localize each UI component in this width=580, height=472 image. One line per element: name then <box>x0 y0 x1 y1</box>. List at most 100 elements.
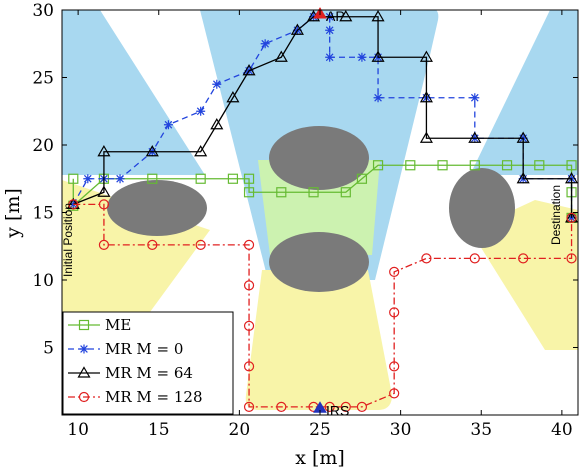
series-0-point-7 <box>243 187 255 198</box>
x-tick-label-1: 15 <box>148 420 170 440</box>
series-3-point-13 <box>340 401 351 412</box>
legend-label-2: MR M = 64 <box>105 364 193 382</box>
series-3-point-16 <box>389 361 400 372</box>
series-3-point-22 <box>566 253 577 264</box>
series-3-point-12 <box>324 401 335 412</box>
series-0-point-10 <box>340 187 351 198</box>
series-1-point-3 <box>115 174 125 184</box>
series-3-point-2 <box>98 239 110 250</box>
y-tick-label-3: 20 <box>32 136 54 156</box>
series-0-point-15 <box>469 160 480 171</box>
series-1-point-5 <box>163 120 173 130</box>
y-tick-label-5: 30 <box>32 1 54 21</box>
legend-label-1: MR M = 0 <box>105 340 183 358</box>
series-1-point-14 <box>325 52 335 62</box>
obstacle-center-bottom <box>269 232 369 292</box>
y-tick-label-2: 15 <box>32 204 54 224</box>
series-line-0 <box>72 164 573 218</box>
marker-0-label: AP <box>326 8 345 24</box>
series-2-point-5 <box>210 118 224 130</box>
annotation-1: Destination <box>549 185 563 245</box>
series-1-point-17 <box>373 93 383 103</box>
series-2-point-9 <box>290 23 304 35</box>
series-2-point-19 <box>516 172 530 184</box>
coverage-regions <box>62 10 578 410</box>
series-2-point-18 <box>516 131 530 143</box>
series-2-point-2 <box>97 145 111 157</box>
series-3-point-5 <box>243 239 255 250</box>
series-3-point-21 <box>518 253 529 264</box>
series-2-point-15 <box>419 91 433 103</box>
series-3-point-18 <box>389 266 400 277</box>
series-0-point-4 <box>195 173 206 184</box>
legend-label-3: MR M = 128 <box>105 388 203 406</box>
y-tick-label-1: 10 <box>32 271 54 291</box>
ticks-layer: 10 15 20 25 30 35 40 5 10 15 20 25 30 <box>32 1 578 440</box>
obstacle-left <box>107 180 207 236</box>
series-0-point-0 <box>68 173 79 184</box>
series-3-point-10 <box>276 401 287 412</box>
series-3-point-15 <box>389 388 400 399</box>
series-line-2 <box>73 16 573 218</box>
legend-marker-2 <box>77 366 91 378</box>
series-0-point-18 <box>566 160 577 171</box>
annotation-0: Initial Position <box>61 203 75 277</box>
series-0-point-5 <box>227 173 239 184</box>
x-tick-label-0: 10 <box>67 420 89 440</box>
y-tick-label-4: 25 <box>32 69 54 89</box>
series-3-point-17 <box>389 307 400 318</box>
coverage-yellow-bottom <box>245 270 392 410</box>
series-0-point-17 <box>534 160 545 171</box>
x-tick-label-4: 30 <box>390 420 412 440</box>
series-2-point-8 <box>274 50 288 62</box>
x-tick-label-3: 25 <box>309 420 331 440</box>
coverage-blue-right <box>470 10 578 175</box>
series-0-point-13 <box>405 160 416 171</box>
series-3-point-3 <box>147 239 158 250</box>
series-0-point-11 <box>356 173 368 184</box>
marker-layer: AP IRS Initial Position Destination <box>61 7 563 418</box>
series-0-point-16 <box>501 160 513 171</box>
series-0-point-9 <box>308 187 319 198</box>
x-tick-label-5: 35 <box>470 420 492 440</box>
series-0-point-14 <box>437 160 448 171</box>
coverage-blue-left <box>62 10 205 175</box>
series-2-point-7 <box>242 64 256 76</box>
y-axis-label: y [m] <box>2 188 24 239</box>
series-2 <box>66 10 578 223</box>
series-1-point-1 <box>83 174 93 184</box>
series-2-point-16 <box>419 131 433 143</box>
obstacle-right <box>449 168 515 248</box>
series-0-point-6 <box>243 173 255 184</box>
series-2-point-1 <box>97 185 111 197</box>
series-3-point-4 <box>195 239 206 250</box>
series-2-point-3 <box>145 145 159 157</box>
x-axis-label: x [m] <box>295 447 345 469</box>
series-3-point-23 <box>566 212 577 223</box>
marker-1-label: IRS <box>326 402 349 418</box>
x-tick-label-2: 20 <box>229 420 251 440</box>
series-1-point-9 <box>260 39 270 49</box>
coverage-green-center <box>258 160 380 255</box>
legend-box <box>62 311 234 415</box>
y-tick-label-0: 5 <box>43 339 54 359</box>
series-0-point-8 <box>276 187 287 198</box>
series-3-point-7 <box>243 320 255 331</box>
series-0-point-3 <box>147 173 158 184</box>
series-3-point-1 <box>98 199 110 210</box>
series-3-point-20 <box>469 253 480 264</box>
obstacle-center-top <box>269 126 369 190</box>
series-2-point-17 <box>468 131 482 143</box>
series-3-point-19 <box>421 253 432 264</box>
series-1-point-6 <box>196 106 206 116</box>
series-2-point-14 <box>419 50 433 62</box>
coverage-yellow-left <box>62 180 210 312</box>
legend-marker-1 <box>79 344 89 354</box>
x-tick-label-6: 40 <box>551 420 573 440</box>
series-3-point-14 <box>356 401 368 412</box>
series-1-point-19 <box>470 93 480 103</box>
series-3-point-9 <box>243 401 255 412</box>
legend: ME MR M = 0 MR M = 64 MR M = 128 <box>62 311 234 415</box>
series-1-point-7 <box>212 79 222 89</box>
